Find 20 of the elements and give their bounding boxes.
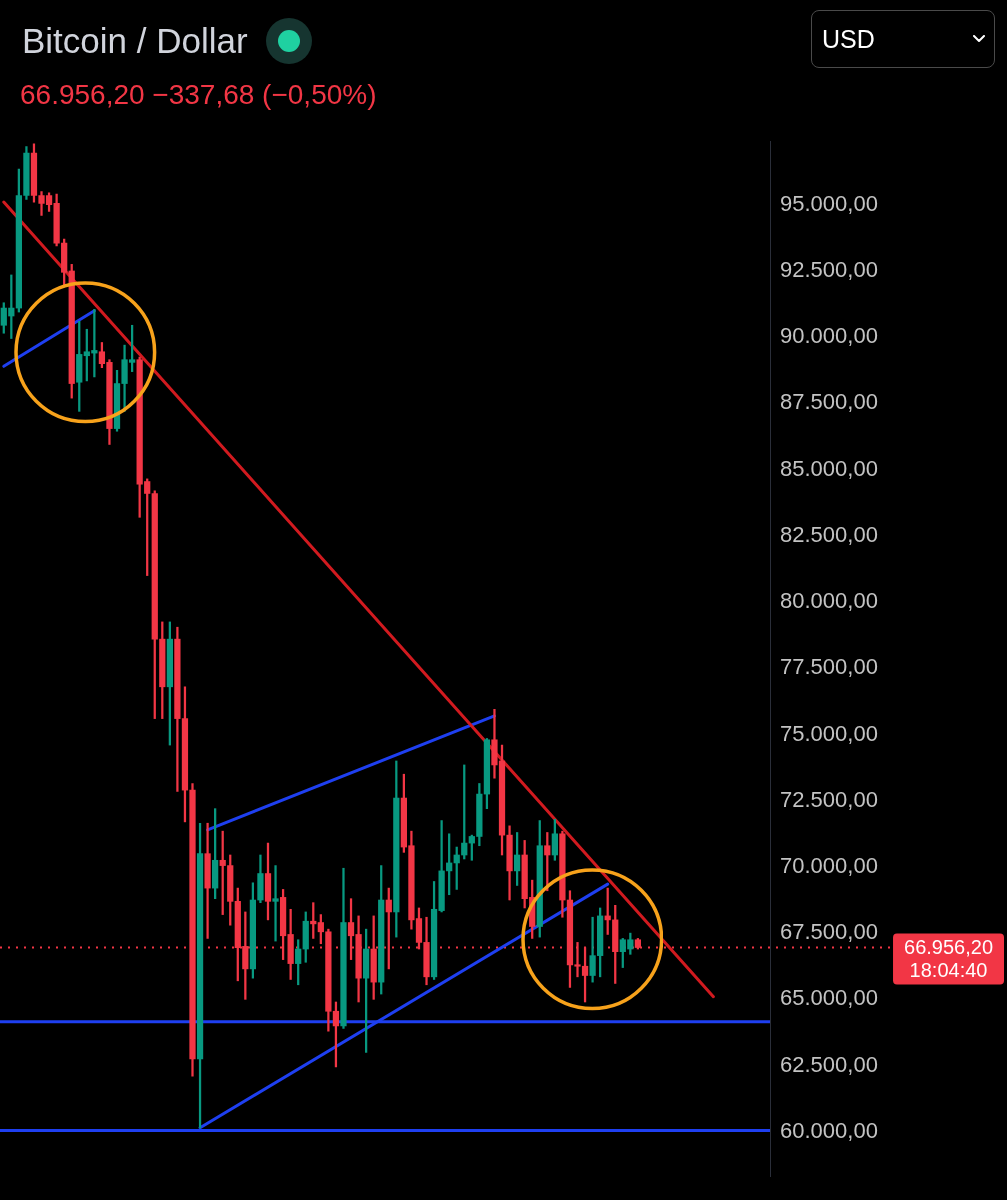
y-tick-label: 92.500,00 bbox=[780, 257, 878, 283]
y-tick-label: 72.500,00 bbox=[780, 786, 878, 812]
y-tick-label: 85.000,00 bbox=[780, 455, 878, 481]
ref-line-label: 66.956,20 bbox=[904, 936, 993, 959]
y-tick-label: 62.500,00 bbox=[780, 1051, 878, 1077]
y-tick-label: 60.000,00 bbox=[780, 1117, 878, 1143]
y-axis-title: USD bbox=[822, 24, 875, 54]
y-tick-label: 75.000,00 bbox=[780, 720, 878, 746]
chart-title: Bitcoin / Dollar bbox=[22, 21, 248, 61]
y-tick-label: 87.500,00 bbox=[780, 389, 878, 415]
y-tick-label: 95.000,00 bbox=[780, 190, 878, 216]
y-tick-label: 80.000,00 bbox=[780, 588, 878, 614]
y-tick-label: 77.500,00 bbox=[780, 654, 878, 680]
y-tick-label: 90.000,00 bbox=[780, 323, 878, 349]
y-tick-label: 67.500,00 bbox=[780, 919, 878, 945]
y-tick-label: 65.000,00 bbox=[780, 985, 878, 1011]
y-tick-label: 82.500,00 bbox=[780, 521, 878, 547]
chart-subtitle: 66.956,20 −337,68 (−0,50%) bbox=[20, 78, 377, 112]
text: 18:04:40 bbox=[909, 959, 988, 982]
y-tick-label: 70.000,00 bbox=[780, 852, 878, 878]
